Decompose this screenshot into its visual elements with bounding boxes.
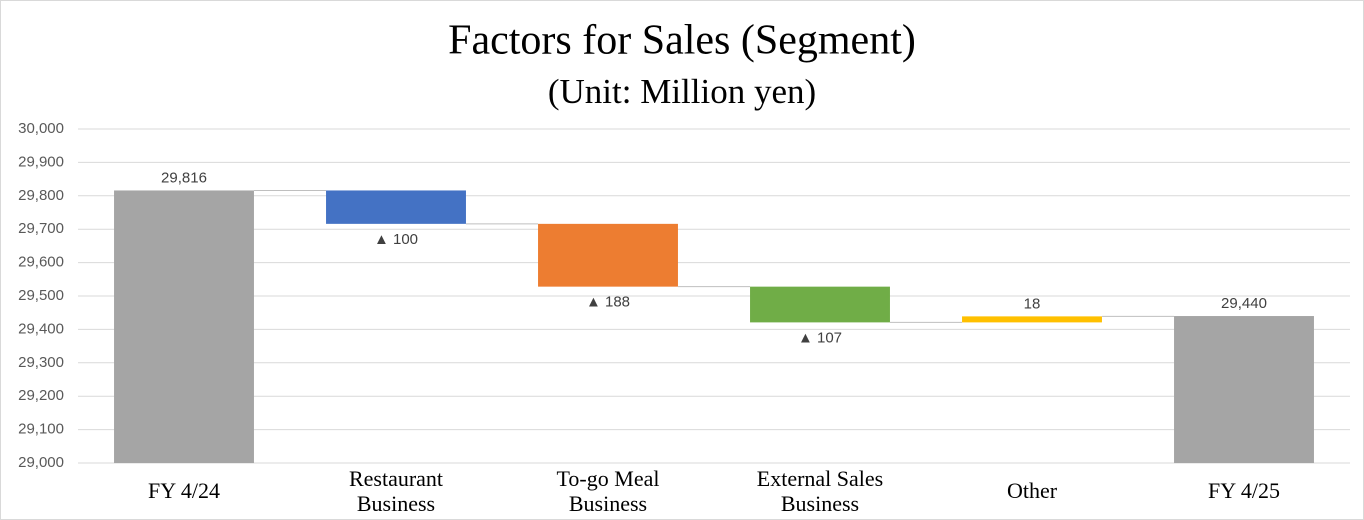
x-tick-label-line: Business [357, 491, 435, 516]
y-tick-label: 29,800 [18, 187, 64, 204]
y-tick-label: 29,100 [18, 421, 64, 438]
y-tick-label: 29,200 [18, 387, 64, 404]
x-tick-label-line: Business [569, 491, 647, 516]
chart-subtitle: (Unit: Million yen) [548, 72, 816, 111]
x-tick-label-line: Restaurant [349, 466, 443, 491]
x-tick-label-line: To-go Meal [557, 466, 660, 491]
x-tick-label: FY 4/24 [148, 478, 220, 503]
bar [326, 190, 466, 224]
y-tick-label: 29,500 [18, 287, 64, 304]
x-tick-label-line: External Sales [757, 466, 883, 491]
x-tick-label: FY 4/25 [1208, 478, 1280, 503]
bar [1174, 316, 1314, 463]
y-tick-label: 29,600 [18, 254, 64, 271]
value-label: 18 [1024, 295, 1041, 312]
x-tick-label: Other [1007, 478, 1058, 503]
value-label: ▲ 100 [374, 231, 418, 248]
y-tick-label: 29,300 [18, 354, 64, 371]
y-tick-label: 29,700 [18, 220, 64, 237]
y-tick-label: 29,900 [18, 153, 64, 170]
value-label: 29,440 [1221, 295, 1267, 312]
y-tick-label: 29,000 [18, 454, 64, 471]
y-tick-label: 29,400 [18, 320, 64, 337]
value-label: 29,816 [161, 169, 207, 186]
bar [538, 223, 678, 287]
value-label: ▲ 188 [586, 294, 630, 311]
bar [114, 190, 254, 463]
x-tick-label-line: Business [781, 491, 859, 516]
bar [962, 316, 1102, 323]
chart-title: Factors for Sales (Segment) [448, 18, 916, 64]
value-label: ▲ 107 [798, 329, 842, 346]
bar [750, 286, 890, 323]
x-tick-label: Restaurant Business [349, 466, 443, 516]
y-tick-label: 30,000 [18, 120, 64, 137]
x-tick-label: External Sales Business [757, 466, 883, 516]
x-tick-label: To-go Meal Business [557, 466, 660, 516]
